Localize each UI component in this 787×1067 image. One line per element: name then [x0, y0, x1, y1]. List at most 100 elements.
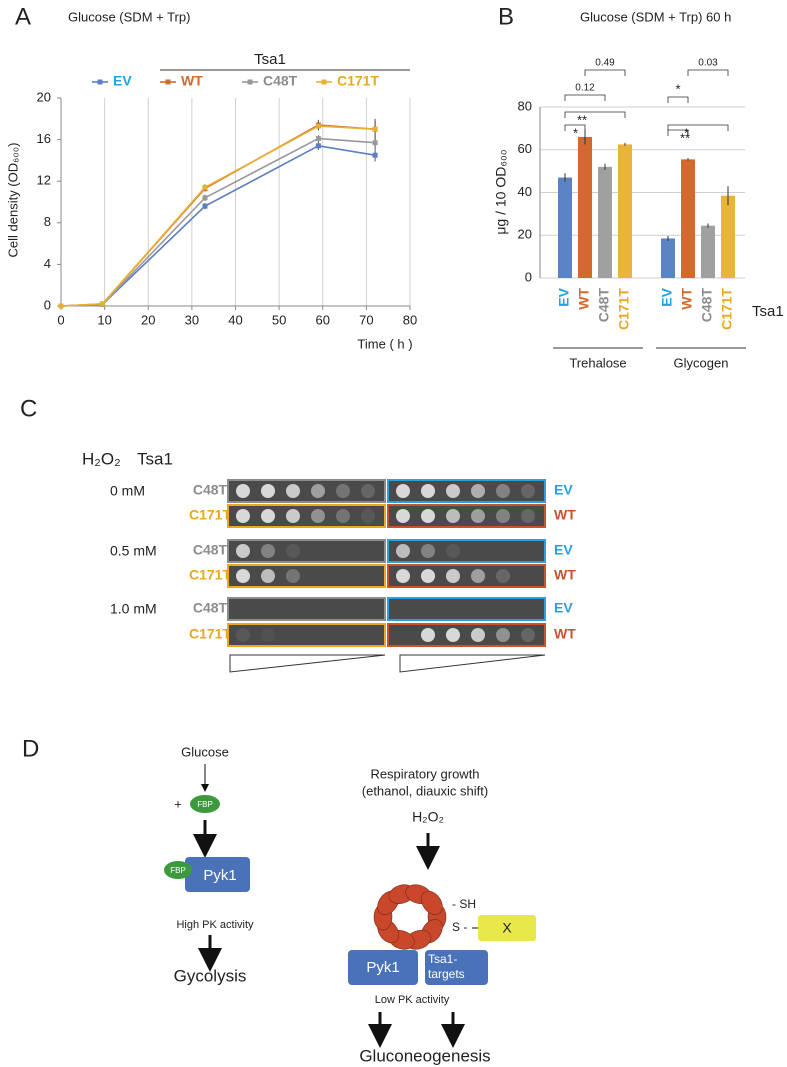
node-label: Gycolysis [174, 966, 247, 985]
colony-spot [521, 628, 535, 642]
x-axis-label: Time ( h ) [357, 336, 412, 351]
y-tick-label: 8 [44, 214, 51, 229]
panel-d: D Glucose + FBP FBP Pyk1 High PK activit… [22, 735, 536, 1065]
colony-spot [396, 544, 410, 558]
node-label: High PK activity [176, 919, 254, 931]
bar-label: EV [659, 287, 675, 306]
y-tick-label: 16 [37, 131, 51, 146]
point [99, 301, 105, 307]
node-label: (ethanol, diauxic shift) [362, 783, 488, 798]
panel-label: B [498, 3, 514, 30]
node-label: H₂O₂ [412, 809, 444, 825]
legend-marker [97, 79, 103, 85]
series-line [60, 124, 376, 307]
colony-spot [396, 569, 410, 583]
point [202, 195, 208, 201]
dose-label: 0 mM [110, 483, 145, 499]
bracket [667, 129, 689, 136]
y-tick-label: 20 [518, 227, 532, 242]
fbp [164, 861, 192, 879]
point [202, 184, 208, 190]
y-axis-label: Cell density (OD₆₀₀) [5, 142, 20, 257]
point [202, 203, 208, 209]
colony-spot [496, 569, 510, 583]
strain-label: WT [554, 567, 576, 583]
bracket [667, 124, 729, 131]
plate-row [227, 623, 386, 647]
colony-spot [421, 544, 435, 558]
x-tick-label: 0 [57, 312, 64, 327]
colony-spot [496, 484, 510, 498]
colony-spot [336, 484, 350, 498]
x-tick-label: 10 [97, 312, 111, 327]
series-line [60, 145, 376, 307]
node-label: X [502, 920, 512, 936]
plate-row [387, 564, 546, 588]
colony-spot [311, 509, 325, 523]
colony-spot [471, 509, 485, 523]
bar [578, 136, 592, 278]
node-label: Respiratory growth [370, 766, 479, 781]
strain-label: EV [554, 542, 573, 558]
pyk1-box [348, 950, 418, 985]
legend-label: C48T [263, 73, 298, 89]
strain-label: WT [554, 626, 576, 642]
colony-spot [446, 628, 460, 642]
bracket [687, 69, 729, 76]
y-tick-label: 12 [37, 173, 51, 188]
y-tick-label: 80 [518, 98, 532, 113]
tsa1-ring [373, 884, 447, 950]
y-tick-label: 60 [518, 141, 532, 156]
tsa1-subunit [420, 890, 443, 915]
legend-marker [247, 79, 253, 85]
strain-label: EV [554, 482, 573, 498]
colony-spot [261, 484, 275, 498]
y-axis-label: μg / 10 OD₆₀₀ [493, 149, 509, 234]
plate-row [387, 597, 546, 621]
significance-label: 0.49 [595, 58, 615, 69]
x-box [478, 915, 536, 941]
colony-spot [496, 509, 510, 523]
strain-label: C171T [189, 626, 231, 642]
y-tick-label: 0 [525, 269, 532, 284]
bar-label: WT [576, 288, 592, 310]
strain-label: C171T [189, 567, 231, 583]
legend-label: EV [113, 73, 132, 89]
strain-label: WT [554, 507, 576, 523]
node-label: Tsa1- [428, 952, 457, 966]
bracket [584, 69, 626, 76]
panel-label: A [15, 3, 31, 30]
bracket [667, 96, 689, 103]
colony-spot [261, 628, 275, 642]
legend-label: C171T [337, 73, 379, 89]
colony-spot [286, 569, 300, 583]
strain-label: EV [554, 600, 573, 616]
colony-spot [261, 509, 275, 523]
plate-row [387, 539, 546, 563]
panel-label: D [22, 735, 39, 762]
x-tick-label: Glycogen [674, 355, 729, 370]
significance-label: ** [680, 130, 690, 145]
x-tick-label: 20 [141, 312, 155, 327]
dose-label: 1.0 mM [110, 601, 157, 617]
column-header: Tsa1 [137, 449, 173, 468]
bar-label: C48T [596, 288, 612, 323]
strain-label: C171T [189, 507, 231, 523]
colony-spot [421, 569, 435, 583]
colony-spot [421, 484, 435, 498]
bar [618, 144, 632, 278]
colony-spot [311, 484, 325, 498]
bar [721, 195, 735, 278]
point [58, 303, 64, 309]
targets-box [425, 950, 488, 985]
fbp-label: FBP [170, 866, 186, 875]
point [372, 140, 378, 146]
colony-spot [236, 569, 250, 583]
x-tick-label: 60 [316, 312, 330, 327]
series-line [60, 137, 376, 307]
bar-label: C171T [719, 288, 735, 330]
bar [661, 238, 675, 278]
colony-spot [446, 544, 460, 558]
point [372, 152, 378, 158]
colony-spot [446, 569, 460, 583]
